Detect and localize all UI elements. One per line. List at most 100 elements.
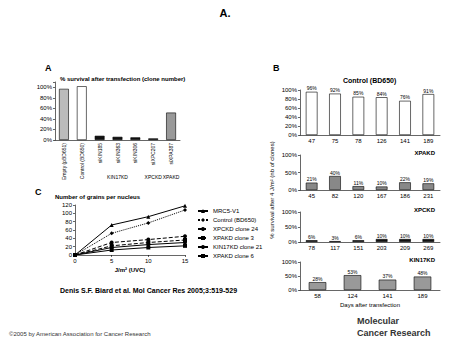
- svg-text:0%: 0%: [288, 287, 297, 293]
- svg-text:78: 78: [355, 138, 362, 144]
- svg-text:141: 141: [400, 138, 411, 144]
- svg-text:20%: 20%: [285, 123, 298, 129]
- svg-text:11%: 11%: [354, 180, 364, 186]
- svg-text:siKIN185: siKIN185: [97, 143, 103, 164]
- svg-text:100%: 100%: [282, 87, 298, 93]
- svg-text:40: 40: [65, 235, 72, 241]
- svg-text:siKIN363: siKIN363: [115, 143, 121, 164]
- svg-text:KIN17KD clone 21: KIN17KD clone 21: [213, 244, 263, 250]
- svg-text:40%: 40%: [285, 114, 298, 120]
- svg-text:120: 120: [353, 193, 364, 199]
- svg-text:0%: 0%: [288, 132, 297, 138]
- svg-text:5: 5: [110, 258, 114, 264]
- svg-text:siXPC207: siXPC207: [150, 143, 156, 165]
- svg-text:Days after transfection: Days after transfection: [340, 302, 400, 308]
- svg-text:40%: 40%: [40, 116, 53, 122]
- svg-text:80%: 80%: [40, 95, 53, 101]
- svg-text:Control (BD650): Control (BD650): [343, 77, 396, 85]
- svg-text:0%: 0%: [288, 239, 297, 245]
- svg-text:siKIN306: siKIN306: [132, 143, 138, 164]
- svg-text:75: 75: [332, 138, 339, 144]
- svg-text:189: 189: [417, 293, 428, 299]
- svg-text:10: 10: [145, 258, 152, 264]
- svg-text:80: 80: [65, 219, 72, 225]
- svg-text:Control (BD650): Control (BD650): [79, 143, 85, 179]
- svg-text:22%: 22%: [400, 176, 411, 182]
- svg-text:Number of grains per nucleus: Number of grains per nucleus: [55, 194, 141, 200]
- svg-text:10%: 10%: [400, 233, 411, 239]
- svg-text:% survival after transfection: % survival after transfection (clone num…: [60, 76, 185, 82]
- svg-text:XPCKD clone 24: XPCKD clone 24: [213, 226, 259, 232]
- svg-text:A.: A.: [220, 7, 231, 19]
- svg-text:84%: 84%: [377, 91, 388, 97]
- svg-text:XPAKD: XPAKD: [414, 150, 435, 156]
- svg-text:117: 117: [330, 245, 340, 251]
- svg-text:0%: 0%: [43, 137, 52, 143]
- svg-text:J/m² (UVC): J/m² (UVC): [115, 267, 146, 273]
- svg-text:MRC5-V1: MRC5-V1: [213, 208, 240, 214]
- svg-text:100%: 100%: [37, 84, 53, 90]
- svg-text:10%: 10%: [377, 233, 388, 239]
- svg-text:50%: 50%: [285, 224, 298, 230]
- svg-text:82: 82: [332, 193, 339, 199]
- svg-text:C: C: [35, 187, 42, 197]
- svg-text:167: 167: [377, 193, 388, 199]
- svg-text:% survival after 4 J/m² (nb of: % survival after 4 J/m² (nb of clones): [269, 141, 275, 238]
- svg-text:Cancer Research: Cancer Research: [357, 328, 431, 338]
- svg-text:80%: 80%: [285, 96, 298, 102]
- svg-text:A: A: [45, 63, 52, 73]
- svg-text:©2005 by American Association: ©2005 by American Association for Cancer…: [9, 331, 151, 337]
- svg-text:20%: 20%: [40, 126, 53, 132]
- svg-text:KIN17KD: KIN17KD: [107, 174, 128, 180]
- svg-text:37%: 37%: [382, 273, 393, 279]
- svg-text:10%: 10%: [377, 180, 388, 186]
- svg-text:76%: 76%: [400, 94, 411, 100]
- svg-text:XPCKD: XPCKD: [414, 207, 436, 213]
- svg-text:XPAKD: XPAKD: [163, 174, 180, 180]
- svg-text:19%: 19%: [423, 177, 434, 183]
- svg-text:151: 151: [353, 245, 364, 251]
- svg-text:48%: 48%: [417, 270, 428, 276]
- svg-text:120: 120: [62, 202, 73, 208]
- svg-text:28%: 28%: [312, 276, 323, 282]
- svg-text:92%: 92%: [330, 87, 341, 93]
- svg-text:231: 231: [423, 193, 434, 199]
- svg-text:0%: 0%: [288, 187, 297, 193]
- svg-text:126: 126: [377, 138, 388, 144]
- svg-text:209: 209: [400, 245, 411, 251]
- svg-text:203: 203: [377, 245, 388, 251]
- svg-text:91%: 91%: [423, 88, 434, 94]
- svg-text:60%: 60%: [285, 105, 298, 111]
- svg-text:60: 60: [65, 227, 72, 233]
- svg-text:141: 141: [382, 293, 393, 299]
- svg-text:6%: 6%: [355, 234, 363, 240]
- svg-text:20: 20: [65, 244, 72, 250]
- svg-text:50%: 50%: [285, 170, 298, 176]
- svg-text:78: 78: [308, 245, 315, 251]
- svg-text:XPCKD: XPCKD: [145, 174, 163, 180]
- svg-text:53%: 53%: [347, 269, 358, 275]
- svg-text:58: 58: [314, 293, 321, 299]
- svg-text:10%: 10%: [423, 233, 434, 239]
- svg-text:KIN17KD: KIN17KD: [409, 257, 435, 263]
- svg-text:269: 269: [423, 245, 434, 251]
- svg-text:Control (BD650): Control (BD650): [213, 217, 256, 223]
- svg-text:124: 124: [347, 293, 358, 299]
- svg-text:B: B: [273, 63, 280, 73]
- svg-text:45: 45: [308, 193, 315, 199]
- svg-text:40%: 40%: [330, 170, 341, 176]
- svg-text:186: 186: [400, 193, 411, 199]
- svg-text:0: 0: [69, 252, 73, 258]
- svg-text:XPAKD clone 6: XPAKD clone 6: [213, 253, 255, 259]
- svg-text:Molecular: Molecular: [357, 316, 400, 326]
- svg-text:60%: 60%: [40, 105, 53, 111]
- svg-text:0: 0: [73, 258, 77, 264]
- svg-text:100%: 100%: [282, 259, 298, 265]
- svg-text:siXPA387: siXPA387: [168, 143, 174, 165]
- svg-text:6%: 6%: [308, 234, 316, 240]
- svg-text:Empty (pBD651): Empty (pBD651): [61, 143, 67, 180]
- svg-text:15: 15: [182, 258, 189, 264]
- svg-text:100%: 100%: [282, 152, 298, 158]
- svg-text:21%: 21%: [307, 176, 318, 182]
- svg-text:Denis S.F. Biard et al. Mol Ca: Denis S.F. Biard et al. Mol Cancer Res 2…: [60, 287, 237, 295]
